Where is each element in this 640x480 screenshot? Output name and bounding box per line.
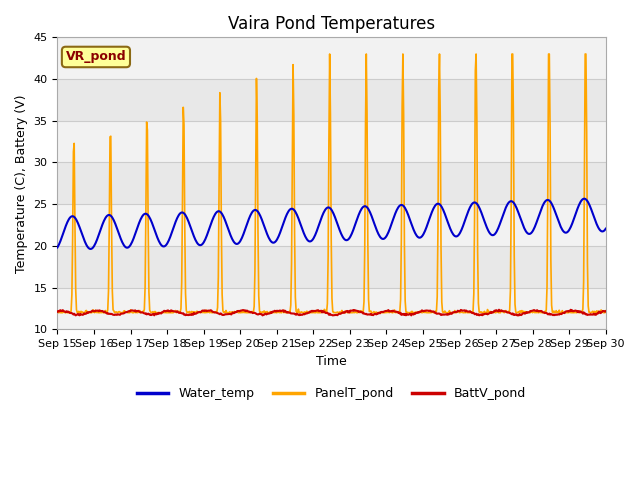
Bar	[58, 121, 605, 163]
Legend: Water_temp, PanelT_pond, BattV_pond: Water_temp, PanelT_pond, BattV_pond	[132, 382, 531, 405]
X-axis label: Time: Time	[316, 355, 347, 368]
Bar	[58, 37, 605, 79]
Title: Vaira Pond Temperatures: Vaira Pond Temperatures	[228, 15, 435, 33]
Bar	[58, 288, 605, 329]
Y-axis label: Temperature (C), Battery (V): Temperature (C), Battery (V)	[15, 94, 28, 273]
Text: VR_pond: VR_pond	[66, 50, 126, 63]
Bar	[58, 204, 605, 246]
